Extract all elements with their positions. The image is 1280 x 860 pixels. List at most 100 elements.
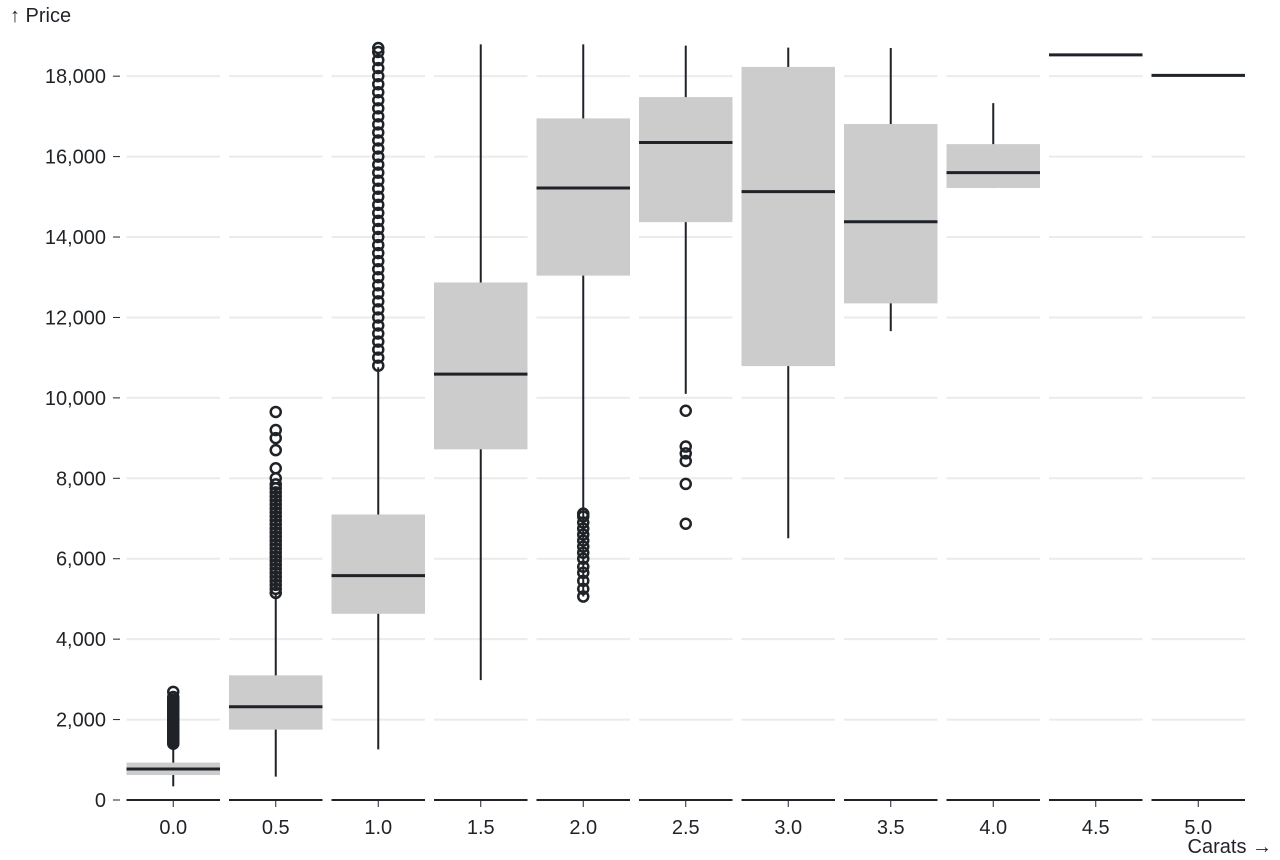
y-axis-ticks: 0 2,000 4,000 6,000 8,000 10,000 12,000 14,000 1…: [45, 66, 120, 812]
outlier-point: [372, 94, 385, 107]
outlier-point: [269, 530, 282, 543]
outlier-point: [372, 270, 385, 284]
outlier-point: [269, 586, 282, 600]
outlier-point: [372, 150, 385, 163]
outlier-point: [372, 166, 385, 179]
outlier-point: [269, 562, 282, 576]
outlier-point: [372, 174, 385, 187]
iqr-box: [844, 124, 938, 304]
outlier-point: [372, 110, 385, 123]
outlier-point: [269, 566, 282, 580]
outlier-point: [269, 526, 282, 539]
outlier-point: [372, 262, 385, 276]
outlier-point: [269, 431, 282, 445]
y-tick-label: 6,000: [56, 549, 106, 571]
box-group-0-0: [126, 685, 220, 787]
x-tick-label: 3.5: [877, 817, 905, 839]
outlier-point: [269, 510, 282, 523]
box-group-3-0: [741, 47, 835, 539]
outlier-point: [372, 102, 385, 115]
outlier-point: [269, 542, 282, 555]
x-tick-label: 2.0: [569, 817, 597, 839]
x-tick-label: 3.0: [774, 817, 802, 839]
outlier-point: [269, 534, 282, 547]
outlier-point: [372, 45, 385, 59]
outlier-point: [577, 522, 590, 535]
outlier-point: [269, 423, 282, 437]
y-tick-label: 16,000: [45, 147, 106, 169]
outlier-point: [372, 53, 385, 67]
outlier-point: [372, 335, 385, 348]
x-tick-label: 0.5: [262, 817, 290, 839]
y-tick-label: 8,000: [56, 468, 106, 490]
outlier-point: [679, 440, 692, 453]
x-tick-label: 2.5: [672, 817, 700, 839]
outlier-point: [269, 582, 282, 596]
outlier-point: [372, 351, 385, 364]
outlier-point: [372, 182, 385, 196]
outlier-point: [372, 238, 385, 252]
x-tick-label: 1.0: [364, 817, 392, 839]
outlier-point: [372, 61, 385, 75]
outlier-point: [577, 590, 590, 603]
outlier-point: [269, 550, 282, 563]
y-tick-label: 2,000: [56, 710, 106, 732]
outlier-point: [269, 522, 282, 535]
outlier-point: [577, 528, 590, 541]
outlier-point: [372, 254, 385, 268]
box-group-1-0: [331, 41, 425, 750]
outlier-point: [372, 222, 385, 236]
outlier-point: [372, 118, 385, 131]
outlier-point: [372, 206, 385, 220]
outlier-point: [269, 498, 282, 511]
y-tick-label: 14,000: [45, 227, 106, 249]
outlier-point: [269, 570, 282, 584]
outlier-point: [679, 404, 692, 417]
y-axis-label: ↑ Price: [10, 5, 71, 27]
outlier-point: [577, 534, 590, 547]
iqr-box: [639, 97, 733, 223]
x-tick-label: 1.5: [467, 817, 495, 839]
x-axis-ticks: 0.0 0.5 1.0 1.5 2.0 2.5 3.0 3.5 4.0 4.5 5.0: [159, 801, 1212, 839]
y-tick-label: 12,000: [45, 307, 106, 329]
iqr-box: [331, 514, 425, 614]
outlier-point: [167, 690, 180, 704]
box-group-0-5: [229, 405, 323, 777]
outlier-point: [372, 41, 385, 55]
iqr-box: [536, 118, 630, 276]
box-group-2-5: [639, 45, 733, 530]
outlier-point: [372, 327, 385, 340]
outlier-point: [372, 295, 385, 308]
iqr-box: [229, 675, 323, 730]
box-group-4-0: [946, 103, 1040, 188]
outlier-point: [577, 552, 590, 565]
boxes: [126, 41, 1245, 787]
outlier-point: [372, 198, 385, 212]
outlier-point: [577, 540, 590, 553]
outlier-point: [577, 546, 590, 559]
outlier-point: [372, 311, 385, 324]
outlier-point: [269, 546, 282, 559]
outlier-point: [577, 560, 590, 574]
outlier-point: [269, 554, 282, 567]
outlier-point: [577, 507, 590, 520]
outlier-point: [372, 190, 385, 204]
y-tick-label: 10,000: [45, 388, 106, 410]
x-axis-label: Carats →: [1188, 836, 1272, 858]
outlier-point: [269, 506, 282, 519]
box-group-3-5: [844, 48, 938, 332]
iqr-box: [946, 144, 1040, 188]
outlier-point: [269, 461, 282, 475]
outlier-point: [372, 287, 385, 300]
outlier-point: [372, 142, 385, 155]
iqr-box: [741, 66, 835, 367]
iqr-box: [434, 282, 528, 450]
outlier-point: [269, 494, 282, 507]
outlier-point: [372, 279, 385, 292]
outlier-point: [269, 443, 282, 457]
outlier-point: [269, 574, 282, 588]
outlier-point: [269, 558, 282, 572]
outlier-point: [269, 514, 282, 527]
x-tick-label: 5.0: [1184, 817, 1212, 839]
outlier-point: [372, 214, 385, 228]
